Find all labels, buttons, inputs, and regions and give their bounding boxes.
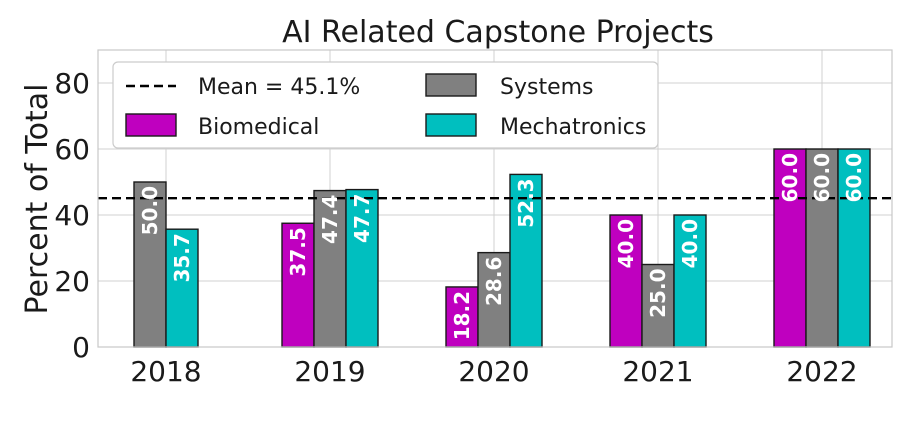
- x-tick-label: 2019: [294, 355, 365, 388]
- bar-biomedical-2020: [445, 286, 479, 348]
- legend-label-mechatronics: Mechatronics: [500, 115, 646, 140]
- bar-systems-2019: [313, 189, 347, 348]
- legend-swatch-biomedical: [125, 113, 177, 137]
- data-label: 40.0: [614, 219, 638, 268]
- data-label: 37.5: [286, 227, 310, 276]
- data-label: 47.4: [318, 195, 342, 244]
- legend-label-systems: Systems: [500, 75, 594, 100]
- legend-swatch-systems: [425, 73, 477, 97]
- data-label: 18.2: [450, 291, 474, 340]
- data-labels: 50.0 35.7 37.5 47.4 47.7 18.2 28.6 52.3 40.0 25.0…: [138, 153, 866, 340]
- plot-frame: [97, 49, 893, 348]
- bar-systems-2021: [641, 263, 675, 348]
- data-label: 60.0: [842, 153, 866, 202]
- y-tick-label: 0: [72, 331, 90, 364]
- legend-swatch-mechatronics: [425, 113, 477, 137]
- y-tick-label: 80: [54, 67, 90, 100]
- legend-label-biomedical: Biomedical: [198, 115, 319, 140]
- bar-biomedical-2021: [609, 214, 643, 348]
- data-label: 35.7: [170, 233, 194, 282]
- y-tick-label: 40: [54, 199, 90, 232]
- chart-title: AI Related Capstone Projects: [282, 15, 714, 50]
- y-tick-label: 20: [54, 265, 90, 298]
- data-label: 60.0: [778, 153, 802, 202]
- bars: [133, 148, 871, 348]
- x-tick-label: 2021: [622, 355, 693, 388]
- y-tick-labels: 0 20 40 60 80: [54, 67, 90, 364]
- x-tick-label: 2020: [458, 355, 529, 388]
- data-label: 28.6: [482, 257, 506, 306]
- data-label: 25.0: [646, 269, 670, 318]
- data-label: 60.0: [810, 153, 834, 202]
- bar-systems-2022: [805, 148, 839, 348]
- data-label: 40.0: [678, 219, 702, 268]
- bar-biomedical-2022: [773, 148, 807, 348]
- legend-box: [112, 61, 659, 149]
- legend: Mean = 45.1% Systems Biomedical Mechatronic…: [112, 61, 659, 149]
- bar-mechatronics-2019: [345, 188, 379, 348]
- x-tick-label: 2022: [786, 355, 857, 388]
- x-tick-labels: 2018 2019 2020 2021 2022: [130, 355, 857, 388]
- legend-mean-label: Mean = 45.1%: [198, 75, 360, 100]
- bar-mechatronics-2022: [837, 148, 871, 348]
- data-label: 50.0: [138, 186, 162, 235]
- y-tick-label: 60: [54, 133, 90, 166]
- data-label: 52.3: [514, 178, 538, 227]
- bar-mechatronics-2018: [165, 228, 199, 348]
- bar-systems-2020: [477, 251, 511, 348]
- x-tick-label: 2018: [130, 355, 201, 388]
- data-label: 47.7: [350, 194, 374, 243]
- y-axis-label: Percent of Total: [20, 84, 55, 315]
